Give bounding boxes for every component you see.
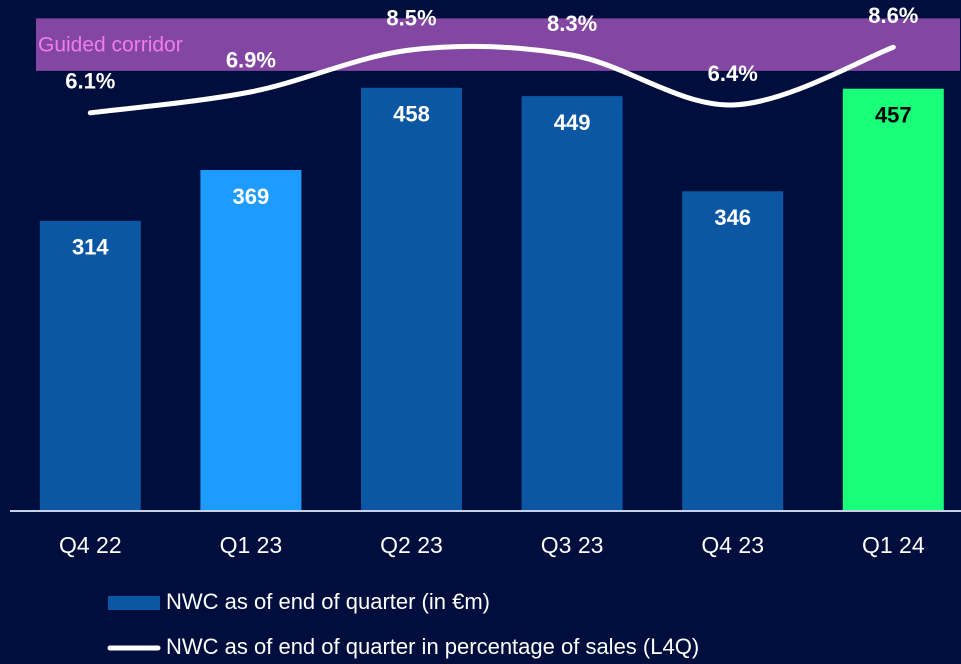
line-value-label: 6.1% (65, 69, 115, 94)
bar (39, 220, 141, 512)
bar (361, 87, 462, 511)
line-value-label: 8.5% (386, 6, 436, 31)
legend-label: NWC as of end of quarter (in €m) (166, 589, 490, 614)
corridor-label: Guided corridor (38, 34, 183, 57)
x-tick-label: Q1 24 (862, 532, 925, 558)
line (87, 43, 896, 116)
x-tick-label: Q4 22 (59, 532, 122, 558)
bar-value-label: 458 (393, 102, 430, 127)
bar-value-label: 314 (72, 235, 109, 260)
bar-value-label: 346 (714, 205, 751, 230)
x-tick-label: Q2 23 (380, 532, 443, 558)
bar-value-label: 369 (233, 184, 270, 209)
x-tick-label: Q1 23 (220, 532, 283, 558)
bar (682, 191, 784, 511)
bar-value-label: 449 (554, 110, 591, 135)
legend-swatch (108, 596, 160, 610)
line-value-label: 6.4% (708, 61, 758, 86)
bar (842, 88, 944, 511)
line-value-label: 6.9% (226, 48, 276, 73)
x-tick-label: Q3 23 (541, 532, 604, 558)
legend-label: NWC as of end of quarter in percentage o… (166, 634, 699, 659)
bar-value-label: 457 (875, 103, 912, 128)
line-value-label: 8.3% (547, 11, 597, 36)
bar (200, 170, 302, 511)
x-tick-label: Q4 23 (701, 532, 764, 558)
bar (521, 96, 623, 512)
line-value-label: 8.6% (868, 3, 918, 28)
